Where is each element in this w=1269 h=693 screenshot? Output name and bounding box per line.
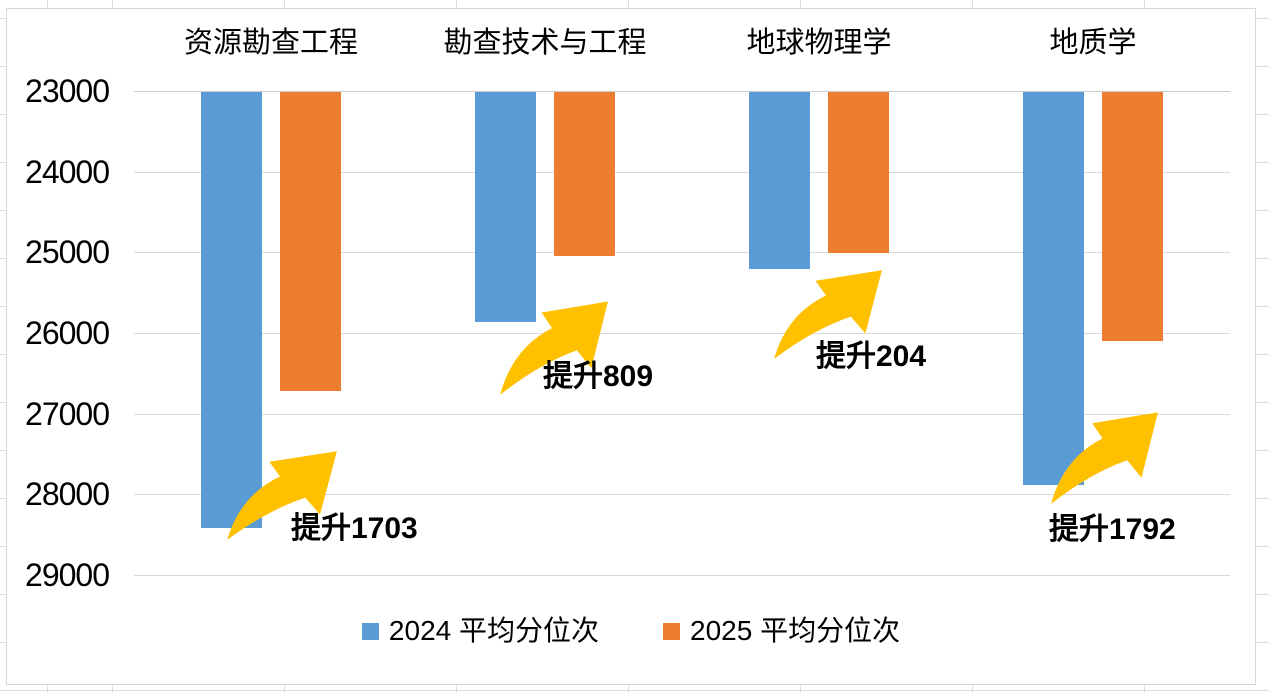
y-axis-tick-label: 27000 <box>25 395 110 432</box>
bar-2024-地球物理学[interactable] <box>749 92 810 270</box>
y-axis-tick-label: 29000 <box>25 557 110 593</box>
legend-item-2024[interactable]: 2024 平均分位次 <box>361 615 599 647</box>
gridline <box>134 494 1230 496</box>
chart-panel[interactable]: 23000 24000 25000 26000 27000 28000 29000 资源勘查… <box>6 8 1256 685</box>
bar-2025-勘查技术与工程[interactable] <box>554 92 615 257</box>
gridline <box>134 91 1230 92</box>
bar-2024-资源勘查工程[interactable] <box>201 92 262 529</box>
gridline <box>134 171 1230 173</box>
y-axis-tick-label: 25000 <box>25 234 110 271</box>
gridline <box>134 252 1230 254</box>
legend-label: 2025 平均分位次 <box>690 615 901 646</box>
category-label: 资源勘查工程 <box>183 27 359 59</box>
gridline <box>134 413 1230 415</box>
curved-up-arrow-icon[interactable] <box>1047 408 1160 506</box>
bar-2025-资源勘查工程[interactable] <box>280 92 341 391</box>
improvement-annotation[interactable]: 提升1792 <box>1049 513 1176 546</box>
curved-up-arrow-icon[interactable] <box>496 297 610 397</box>
y-axis-tick-label: 26000 <box>25 315 110 351</box>
improvement-annotation[interactable]: 提升204 <box>816 340 927 373</box>
improvement-annotation[interactable]: 提升1703 <box>291 512 418 545</box>
chart-legend: 2024 平均分位次 2025 平均分位次 <box>7 615 1255 647</box>
y-axis-tick-label: 28000 <box>25 476 110 513</box>
legend-swatch-icon <box>663 622 680 640</box>
y-axis-tick-label: 23000 <box>25 73 110 109</box>
category-label: 地质学 <box>1049 27 1137 59</box>
category-label: 勘查技术与工程 <box>443 27 647 59</box>
bar-2025-地球物理学[interactable] <box>828 92 889 253</box>
legend-item-2025[interactable]: 2025 平均分位次 <box>663 615 900 647</box>
bar-2024-勘查技术与工程[interactable] <box>475 92 536 322</box>
category-label: 地球物理学 <box>746 27 892 59</box>
bar-2025-地质学[interactable] <box>1102 92 1163 341</box>
gridline <box>134 575 1230 576</box>
gridline <box>134 333 1230 334</box>
legend-swatch-icon <box>361 622 379 640</box>
improvement-annotation[interactable]: 提升809 <box>543 360 654 393</box>
bar-2024-地质学[interactable] <box>1023 92 1084 486</box>
legend-label: 2024 平均分位次 <box>388 615 599 646</box>
y-axis-tick-label: 24000 <box>25 153 110 190</box>
curved-up-arrow-icon[interactable] <box>223 447 339 542</box>
curved-up-arrow-icon[interactable] <box>770 266 884 361</box>
